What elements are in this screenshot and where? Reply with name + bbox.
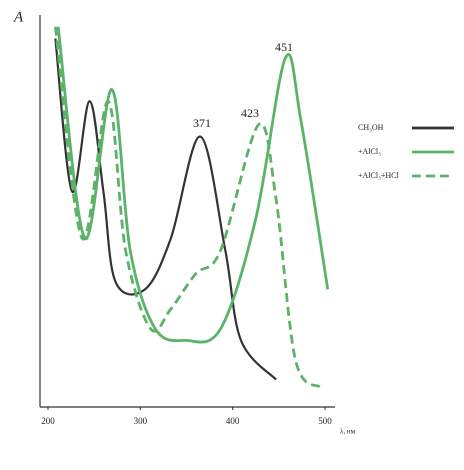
peak-annotation: 371: [193, 116, 211, 130]
legend-label: +AlCl₃: [358, 147, 381, 156]
data-line: [54, 38, 277, 381]
x-tick-label: 300: [134, 416, 148, 426]
data-line: [56, 26, 330, 344]
x-tick-label: 200: [41, 416, 55, 426]
legend-label: CH₃OH: [358, 123, 384, 132]
x-tick-label: 400: [226, 416, 240, 426]
legend-label: +AlCl₃+HCl: [358, 171, 399, 180]
peak-annotation: 423: [241, 106, 259, 120]
x-tick-label: 500: [318, 416, 332, 426]
y-axis-label: A: [13, 9, 24, 25]
x-axis-label: λ, нм: [340, 428, 356, 436]
data-line: [53, 26, 322, 389]
peak-annotation: 451: [275, 40, 293, 54]
